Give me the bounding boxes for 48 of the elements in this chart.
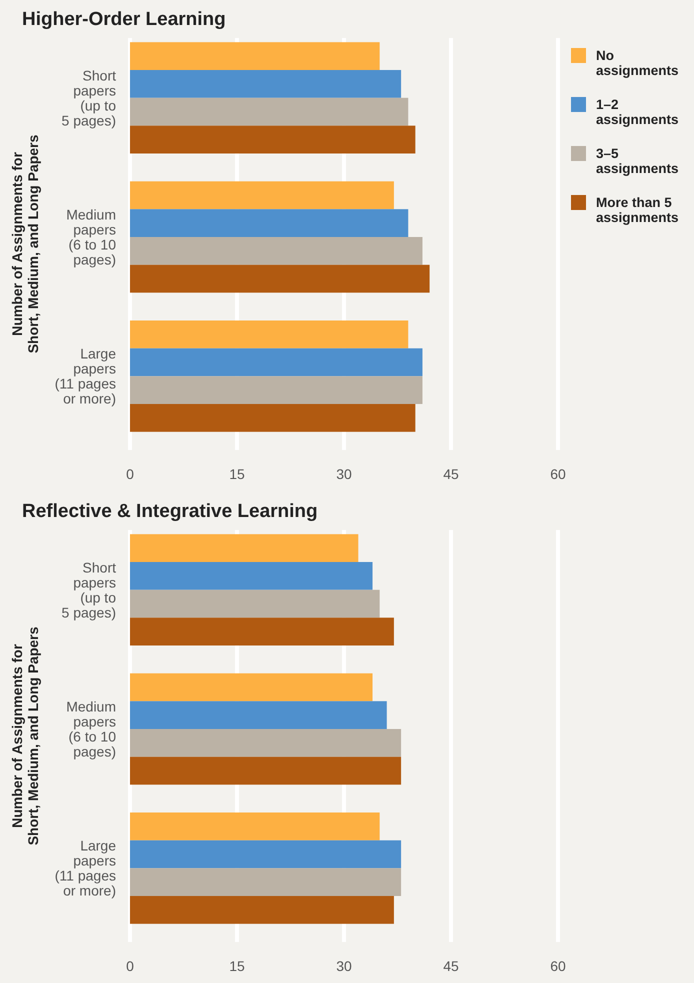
bar [130,98,408,126]
bar [130,534,358,562]
bar [130,264,430,293]
x-tick-label: 60 [550,466,566,482]
y-tick-label: Medium papers (6 to 10 pages) [66,698,116,760]
legend-label: 3–5 assignments [596,146,679,176]
bar [130,404,416,432]
x-tick-label: 15 [229,466,245,482]
bar [130,756,402,785]
x-tick-label: 60 [550,958,566,974]
y-tick-label: Short papers (up to 5 pages) [62,67,116,128]
x-tick-label: 45 [443,958,459,974]
legend-label: 1–2 assignments [596,97,679,127]
y-axis-title: Number of Assignments for Short, Medium, and Long Papers [9,134,41,354]
x-tick-label: 45 [443,466,459,482]
bar [130,209,408,237]
bar [130,840,402,868]
bar [130,237,422,265]
y-tick-label: Large papers (11 pages or more) [54,838,116,899]
x-tick-label: 30 [336,958,352,974]
y-axis-title: Number of Assignments for Short, Medium, and Long Papers [9,626,41,846]
bar [130,673,373,702]
bar [130,701,387,729]
legend-label: No assignments [596,48,679,78]
bar [130,729,402,757]
legend-label: More than 5 assignments [596,195,679,225]
x-tick-label: 30 [336,466,352,482]
bar [130,42,380,70]
x-tick-label: 0 [126,466,134,482]
bar [130,562,373,590]
bar [130,348,422,376]
bar [130,70,402,98]
x-tick-label: 0 [126,958,134,974]
chart-title: Higher-Order Learning [22,9,226,30]
bar [130,126,416,154]
y-tick-label: Short papers (up to 5 pages) [62,559,116,620]
bar [130,590,380,618]
x-tick-label: 15 [229,958,245,974]
bar [130,376,422,404]
y-tick-label: Medium papers (6 to 10 pages) [66,206,116,268]
bar [130,320,408,348]
bar [130,181,394,210]
bar [130,618,394,646]
bar [130,868,402,896]
chart-title: Reflective & Integrative Learning [22,501,318,522]
y-tick-label: Large papers (11 pages or more) [54,346,116,407]
bar [130,896,394,924]
bar [130,812,380,840]
